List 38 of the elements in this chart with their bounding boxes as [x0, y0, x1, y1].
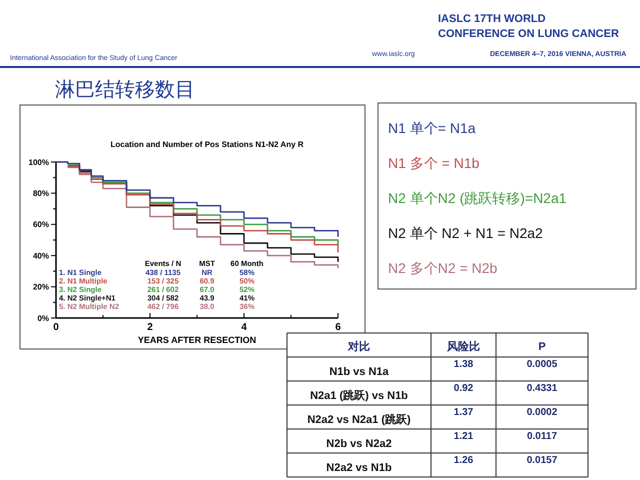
- text: 1.38: [454, 359, 474, 370]
- text: 0.92: [454, 383, 474, 394]
- text: N2 多个N2 = N2b: [388, 260, 498, 276]
- text: N2a2 vs N1b: [326, 462, 392, 474]
- text: N2b vs N2a2: [326, 438, 392, 450]
- chart-title: Location and Number of Pos Stations N1-N2 Any R: [110, 140, 304, 149]
- text: P: [538, 341, 546, 353]
- y-tick-label: 100%: [28, 158, 49, 167]
- text: N2 单个 N2 + N1 = N2a2: [388, 225, 544, 241]
- text: N2a2 vs N2a1 (跳跃): [307, 413, 411, 426]
- text: 1.26: [454, 455, 474, 466]
- text: 1.21: [454, 431, 474, 442]
- text: IASLC 17TH WORLD: [438, 13, 546, 25]
- y-tick-label: 60%: [32, 220, 49, 230]
- text: CONFERENCE ON LUNG CANCER: [438, 28, 619, 40]
- text: 风险比: [446, 340, 480, 353]
- y-tick-label: 0%: [37, 314, 49, 323]
- x-tick-label: 0: [53, 322, 60, 333]
- text: N1 多个 = N1b: [388, 155, 480, 171]
- text: 对比: [347, 340, 370, 353]
- y-tick-label: 80%: [32, 189, 49, 198]
- x-tick-label: 4: [241, 322, 248, 333]
- x-axis-title: YEARS AFTER RESECTION: [138, 335, 256, 345]
- x-tick-label: 2: [147, 322, 154, 333]
- text: 0.0005: [526, 359, 558, 370]
- text: N1 单个= N1a: [388, 120, 476, 136]
- text: N2a1 (跳跃) vs N1b: [310, 389, 408, 402]
- text: 1.37: [454, 407, 474, 418]
- y-tick-label: 20%: [32, 282, 49, 292]
- text: 0.0157: [526, 455, 558, 466]
- x-tick-label: 6: [335, 322, 342, 333]
- text: 淋巴结转移数目: [55, 79, 195, 101]
- text: N2 单个N2 (跳跃转移)=N2a1: [388, 190, 567, 206]
- text: 0.0117: [526, 431, 558, 442]
- text: 0.0002: [526, 407, 558, 418]
- text: 0.4331: [526, 383, 558, 394]
- text: N1b vs N1a: [329, 366, 390, 378]
- y-tick-label: 40%: [32, 251, 49, 260]
